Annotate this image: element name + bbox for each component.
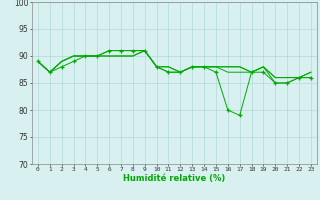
- X-axis label: Humidité relative (%): Humidité relative (%): [123, 174, 226, 183]
